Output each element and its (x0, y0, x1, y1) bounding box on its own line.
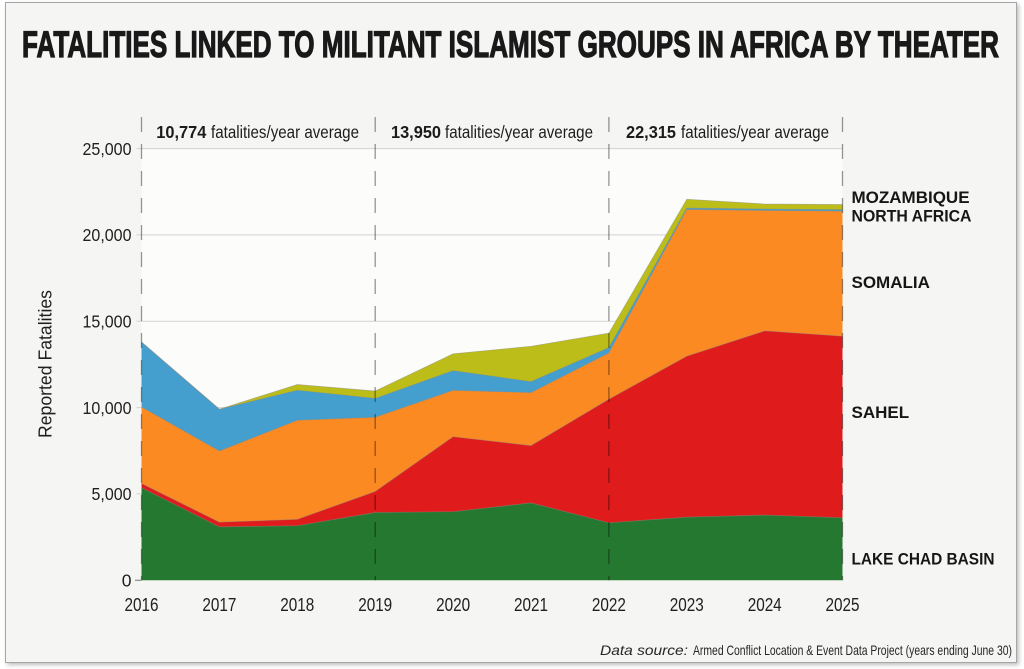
svg-text:MOZAMBIQUE: MOZAMBIQUE (852, 188, 970, 207)
svg-text:Data source:: Data source: (600, 642, 688, 658)
svg-text:2017: 2017 (202, 595, 236, 615)
svg-text:10,000: 10,000 (83, 398, 132, 418)
svg-text:22,315: 22,315 (626, 122, 676, 142)
svg-text:10,774: 10,774 (156, 122, 206, 142)
svg-text:2020: 2020 (436, 595, 470, 615)
svg-text:2021: 2021 (514, 595, 548, 615)
svg-text:SOMALIA: SOMALIA (852, 273, 930, 292)
svg-text:LAKE CHAD BASIN: LAKE CHAD BASIN (852, 550, 995, 569)
svg-text:5,000: 5,000 (92, 484, 132, 504)
svg-text:FATALITIES LINKED TO MILITANT: FATALITIES LINKED TO MILITANT ISLAMIST G… (22, 23, 999, 65)
svg-text:fatalities/year average: fatalities/year average (445, 122, 593, 142)
svg-text:fatalities/year average: fatalities/year average (681, 122, 829, 142)
svg-text:fatalities/year average: fatalities/year average (211, 122, 359, 142)
svg-text:Armed Conflict Location & Even: Armed Conflict Location & Event Data Pro… (693, 642, 1012, 658)
svg-text:2022: 2022 (592, 595, 626, 615)
svg-text:25,000: 25,000 (83, 139, 132, 159)
svg-text:2016: 2016 (125, 595, 159, 615)
svg-text:2023: 2023 (670, 595, 704, 615)
svg-text:13,950: 13,950 (391, 122, 441, 142)
svg-text:15,000: 15,000 (83, 312, 132, 332)
svg-text:2025: 2025 (826, 595, 860, 615)
svg-text:2019: 2019 (358, 595, 392, 615)
svg-text:2024: 2024 (748, 595, 782, 615)
svg-text:2018: 2018 (280, 595, 314, 615)
svg-text:NORTH AFRICA: NORTH AFRICA (852, 207, 972, 226)
svg-text:0: 0 (122, 571, 132, 591)
svg-text:SAHEL: SAHEL (852, 403, 910, 422)
svg-text:Reported Fatalities: Reported Fatalities (36, 290, 56, 438)
svg-text:20,000: 20,000 (83, 225, 132, 245)
